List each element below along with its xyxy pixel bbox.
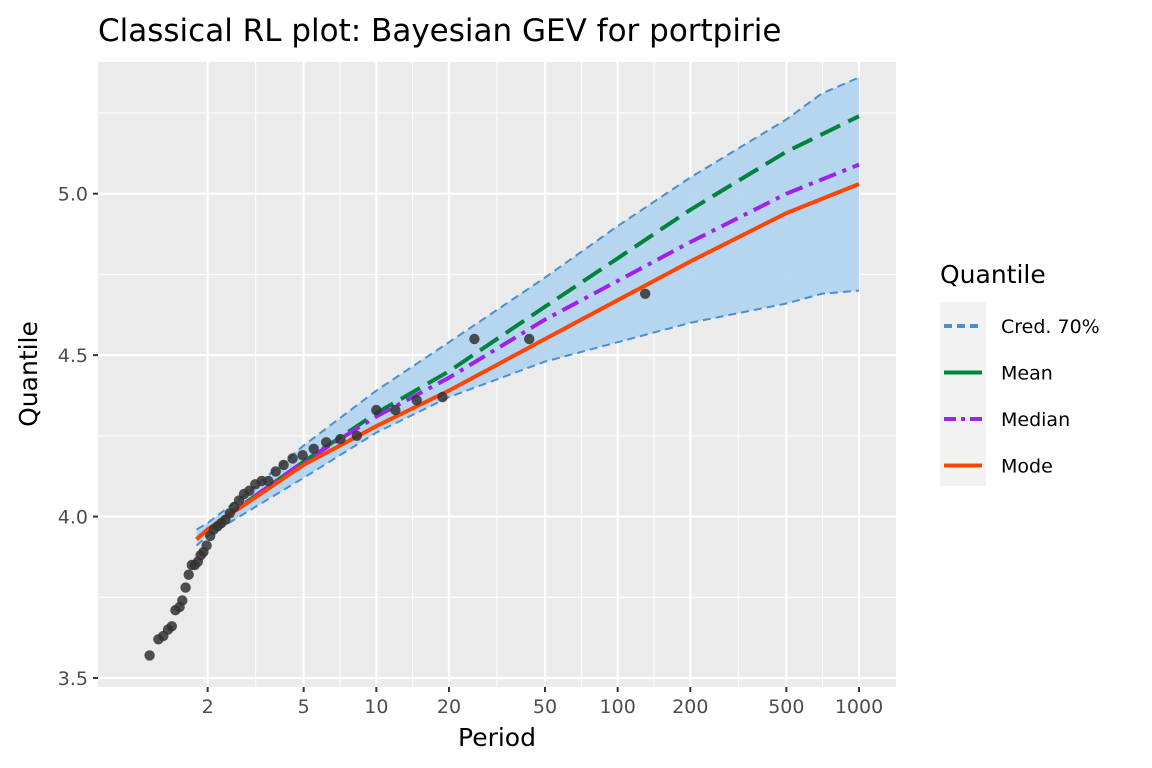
- legend-key-label: Mode: [1001, 456, 1053, 478]
- data-point: [180, 582, 191, 593]
- data-point: [469, 333, 480, 345]
- data-point: [351, 430, 362, 441]
- x-tick-label: 500: [768, 696, 804, 718]
- x-tick-label: 200: [672, 696, 708, 718]
- x-tick-label: 50: [533, 696, 557, 718]
- x-tick-label: 1000: [835, 696, 883, 718]
- y-tick-label: 4.0: [58, 507, 88, 529]
- data-point: [287, 453, 298, 464]
- data-point: [321, 437, 332, 448]
- data-point: [524, 333, 535, 345]
- data-point: [308, 443, 319, 454]
- x-tick-label: 20: [437, 696, 461, 718]
- x-tick-label: 100: [600, 696, 636, 718]
- data-point: [335, 433, 346, 445]
- data-point: [144, 650, 155, 661]
- data-point: [177, 595, 188, 606]
- legend-key-label: Median: [1001, 409, 1070, 431]
- y-tick-label: 4.5: [58, 345, 88, 367]
- legend-key-label: Mean: [1001, 363, 1053, 385]
- data-point: [390, 404, 401, 416]
- quantile-lines-layer: [195, 114, 860, 541]
- data-point: [263, 475, 274, 487]
- x-axis: 2 5 10 20 50 100 200 500 1000: [202, 687, 883, 718]
- legend-title: Quantile: [940, 260, 1046, 289]
- mode-line: [195, 182, 860, 541]
- data-point: [201, 540, 212, 551]
- credible-band-area: [196, 77, 860, 546]
- legend-key-background: [940, 302, 986, 486]
- data-point: [371, 404, 382, 416]
- observed-points-layer: [144, 288, 651, 661]
- x-axis-title: Period: [458, 723, 536, 752]
- grid-minor: [98, 62, 896, 687]
- legend: Quantile Cred. 70% Mean Median Mode: [940, 260, 1100, 486]
- y-axis-title: Quantile: [14, 321, 43, 427]
- data-point: [297, 450, 308, 461]
- data-point: [278, 459, 289, 471]
- x-tick-label: 10: [364, 696, 388, 718]
- data-point: [270, 466, 281, 477]
- data-point: [640, 288, 651, 299]
- chart-title: Classical RL plot: Bayesian GEV for port…: [98, 13, 781, 49]
- y-tick-label: 3.5: [58, 668, 88, 690]
- y-axis: 3.5 4.0 4.5 5.0: [58, 184, 98, 690]
- data-point: [437, 391, 448, 403]
- x-tick-label: 2: [202, 696, 214, 718]
- legend-keys: Cred. 70% Mean Median Mode: [940, 302, 1100, 486]
- data-point: [183, 569, 194, 580]
- data-point: [411, 395, 422, 406]
- data-point: [166, 621, 177, 632]
- y-tick-label: 5.0: [58, 184, 88, 206]
- x-tick-label: 5: [298, 696, 310, 718]
- credible-band-lower-line: [195, 289, 860, 547]
- legend-key-label: Cred. 70%: [1001, 316, 1100, 338]
